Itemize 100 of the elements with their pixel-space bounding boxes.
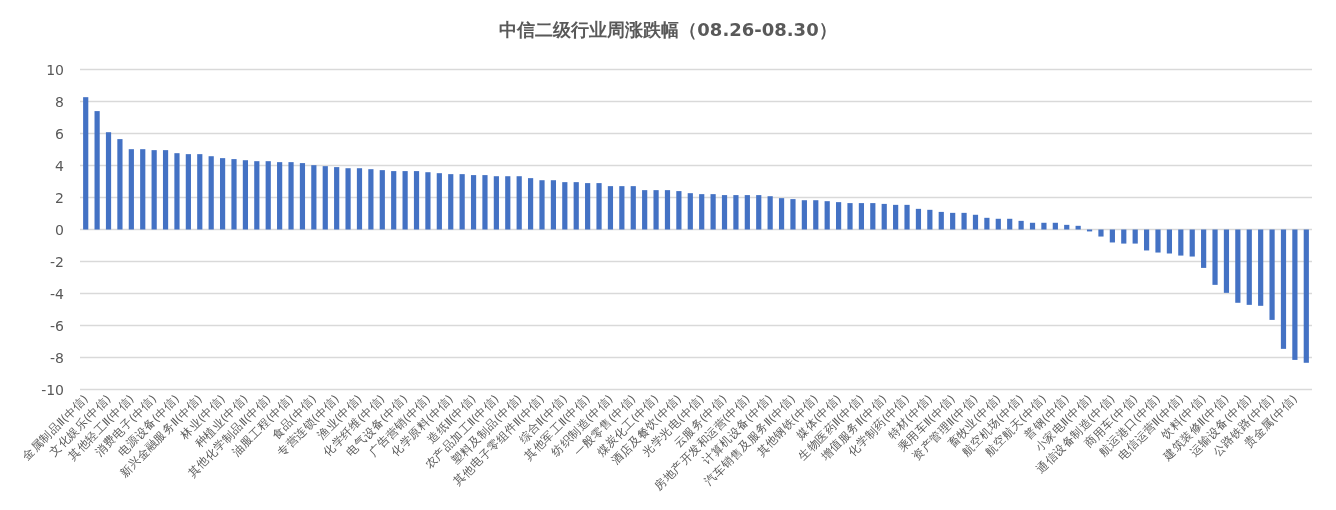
bar — [299, 163, 306, 230]
bar — [756, 195, 762, 230]
bar — [778, 198, 785, 230]
bar — [185, 154, 191, 230]
bar — [436, 173, 442, 230]
bar — [950, 212, 956, 230]
bar — [1269, 229, 1275, 320]
y-tick-label: -2 — [50, 253, 64, 270]
bar — [630, 186, 636, 230]
y-tick-label: 0 — [55, 221, 64, 238]
bar — [881, 203, 887, 230]
bar — [664, 190, 671, 230]
bar — [699, 194, 705, 230]
bar — [927, 209, 933, 230]
bar — [1166, 229, 1173, 254]
bar — [1121, 229, 1127, 244]
bar — [607, 186, 614, 230]
bar — [813, 200, 819, 230]
bar — [208, 156, 214, 230]
bar — [585, 183, 591, 230]
bar — [801, 200, 807, 230]
bar — [835, 202, 842, 230]
bar — [562, 182, 568, 230]
bar — [459, 174, 465, 230]
bar — [550, 180, 557, 230]
bar — [1018, 220, 1024, 230]
bar — [265, 161, 271, 230]
bar — [733, 195, 739, 230]
y-tick-label: -8 — [50, 349, 64, 366]
bar — [1246, 229, 1252, 305]
bar — [83, 97, 89, 230]
bar — [539, 180, 545, 230]
bar — [425, 172, 431, 230]
bar — [687, 193, 693, 230]
bar — [1178, 229, 1184, 256]
bar — [573, 182, 579, 230]
bar — [870, 203, 876, 230]
bar — [413, 171, 420, 230]
bar — [1258, 229, 1264, 306]
bar — [984, 217, 990, 230]
bar — [334, 167, 340, 230]
bar — [151, 150, 157, 230]
bar — [402, 171, 408, 230]
bar — [470, 175, 477, 230]
bar — [322, 166, 328, 230]
bar — [162, 150, 169, 230]
bar — [288, 162, 294, 230]
bar — [619, 186, 625, 230]
bar — [140, 149, 146, 230]
bar — [1132, 229, 1138, 244]
bar — [94, 111, 100, 230]
bar — [847, 203, 853, 230]
bar — [493, 176, 499, 230]
bar — [767, 196, 773, 230]
bar — [1109, 229, 1115, 243]
bar — [1280, 229, 1287, 349]
bar — [105, 132, 112, 230]
bar — [904, 204, 910, 230]
bar — [1075, 225, 1081, 230]
bar — [1052, 222, 1058, 230]
bar — [1235, 229, 1241, 303]
bar — [710, 194, 716, 230]
bar — [1098, 229, 1104, 237]
bar — [824, 201, 830, 230]
bar — [174, 153, 180, 230]
bar — [596, 183, 602, 230]
bar — [915, 208, 922, 230]
bar — [1223, 229, 1230, 293]
bar — [117, 139, 123, 230]
y-tick-label: -10 — [41, 381, 64, 398]
y-tick-label: 4 — [55, 157, 65, 174]
y-tick-label: 10 — [46, 61, 64, 78]
bar — [1212, 229, 1218, 285]
bar — [345, 168, 351, 230]
bar — [721, 195, 728, 230]
bar — [368, 169, 374, 230]
bar — [642, 190, 648, 230]
bar — [1007, 218, 1013, 230]
bar — [995, 218, 1001, 230]
bar — [1292, 229, 1298, 360]
bar — [231, 159, 237, 230]
y-tick-label: 8 — [55, 93, 64, 110]
bar — [653, 190, 659, 230]
bar — [790, 199, 796, 230]
bar — [128, 149, 134, 230]
bar — [972, 214, 979, 230]
y-tick-label: 6 — [55, 125, 65, 142]
bar — [277, 162, 283, 230]
y-tick-label: -6 — [50, 317, 65, 334]
bar — [505, 176, 511, 230]
bar — [1064, 224, 1070, 230]
bar — [1189, 229, 1195, 257]
bar — [391, 171, 397, 230]
bar — [219, 158, 226, 230]
bar — [254, 161, 260, 230]
bar — [356, 168, 363, 230]
bar — [744, 195, 750, 230]
bar — [938, 211, 944, 230]
bar — [242, 160, 249, 230]
bar — [482, 175, 488, 230]
